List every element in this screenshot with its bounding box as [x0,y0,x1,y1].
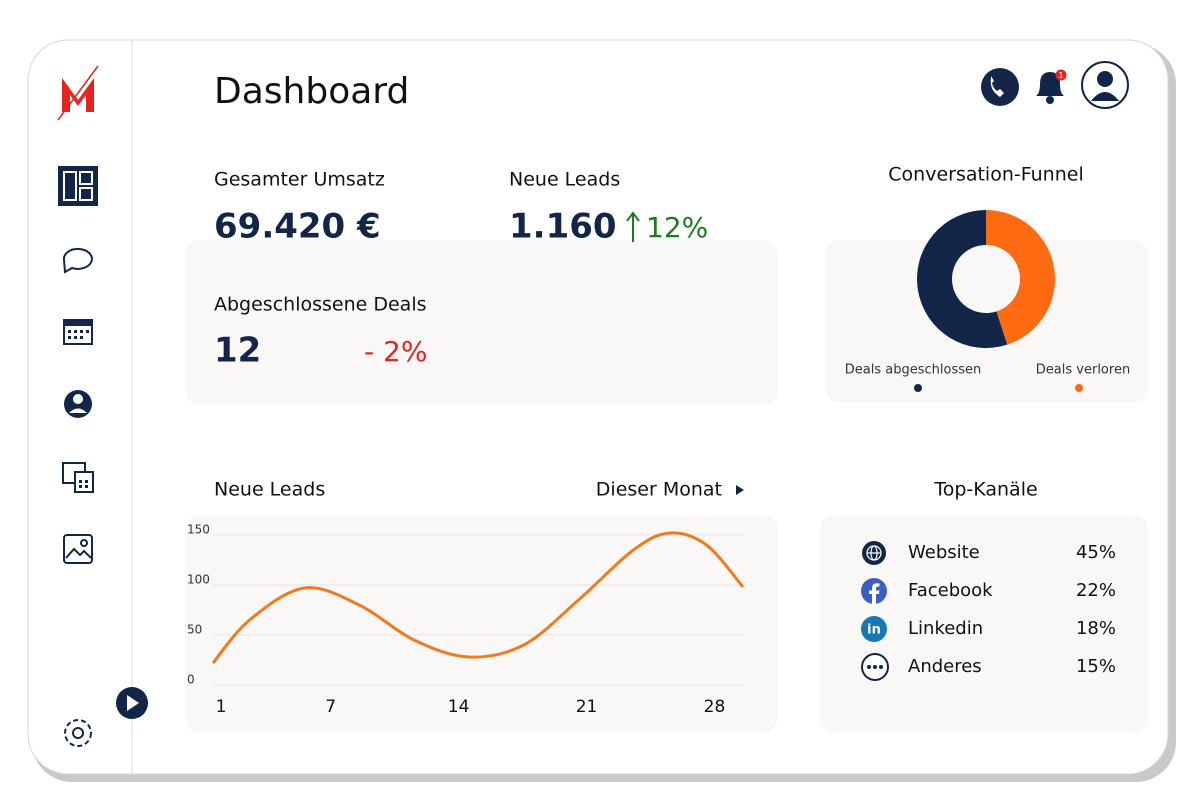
chart-title: Neue Leads [214,479,325,501]
kpi-label: Neue Leads [509,169,620,191]
x-tick-label: 7 [325,697,336,717]
nav-dashboard[interactable] [58,166,98,206]
icon-other [861,653,889,681]
notifications-button[interactable]: 1 [1036,69,1067,105]
nav-calendar[interactable] [63,319,93,345]
leads-line [211,531,745,664]
chart-title: Conversation-Funnel [888,164,1083,186]
nav-settings[interactable] [64,719,92,747]
legend-dot [1075,384,1083,392]
panel-title: Top-Kanäle [933,479,1037,501]
y-tick-label: 50 [187,623,202,637]
channel-share: 15% [1076,656,1116,677]
period-label: Dieser Monat [596,479,722,501]
sidebar-toggle[interactable] [116,687,148,719]
period-selector[interactable]: Dieser Monat [596,479,744,501]
page-title: Dashboard [214,71,409,112]
channels-panel [820,515,1148,732]
legend-dot [914,384,922,392]
kpi-value: 12 [214,331,261,371]
donut-slice [917,210,1008,348]
leads-panel [185,515,778,732]
x-tick-label: 1 [216,697,227,717]
profile-button[interactable] [1081,61,1129,109]
kpi-label: Abgeschlossene Deals [214,294,427,316]
nav-chat[interactable] [62,247,93,274]
nav-media[interactable] [63,534,93,564]
icon-website [862,541,886,565]
nav-calculator[interactable] [62,462,94,493]
x-tick-label: 28 [704,697,726,717]
svg-text:in: in [867,623,881,638]
phone-button[interactable] [981,68,1019,106]
kpi-value: 1.160 [509,207,617,247]
y-tick-label: 100 [187,573,210,587]
kpi-change: - 2% [364,335,427,368]
y-tick-label: 0 [187,673,195,687]
channel-name: Facebook [908,580,993,601]
kpi-change: 12% [646,211,708,244]
logo [57,65,99,121]
channel-share: 18% [1076,618,1116,639]
nav-contacts[interactable] [64,390,92,418]
x-tick-label: 21 [576,697,598,717]
channel-share: 45% [1076,542,1116,563]
channel-name: Anderes [908,656,982,677]
notification-badge: 1 [1058,71,1063,80]
x-tick-label: 14 [448,697,470,717]
kpi-value: 69.420 € [214,207,381,247]
channel-name: Linkedin [908,618,983,639]
channel-name: Website [908,542,980,563]
icon-linkedin: in [861,616,887,642]
y-tick-label: 150 [187,523,210,537]
up-arrow [626,211,640,242]
kpi-panel [185,240,778,405]
channel-share: 22% [1076,580,1116,601]
icon-facebook [861,578,887,604]
legend-label: Deals verloren [1036,363,1130,378]
legend-label: Deals abgeschlossen [845,363,981,378]
donut-slice [986,209,1055,345]
kpi-label: Gesamter Umsatz [214,169,385,191]
